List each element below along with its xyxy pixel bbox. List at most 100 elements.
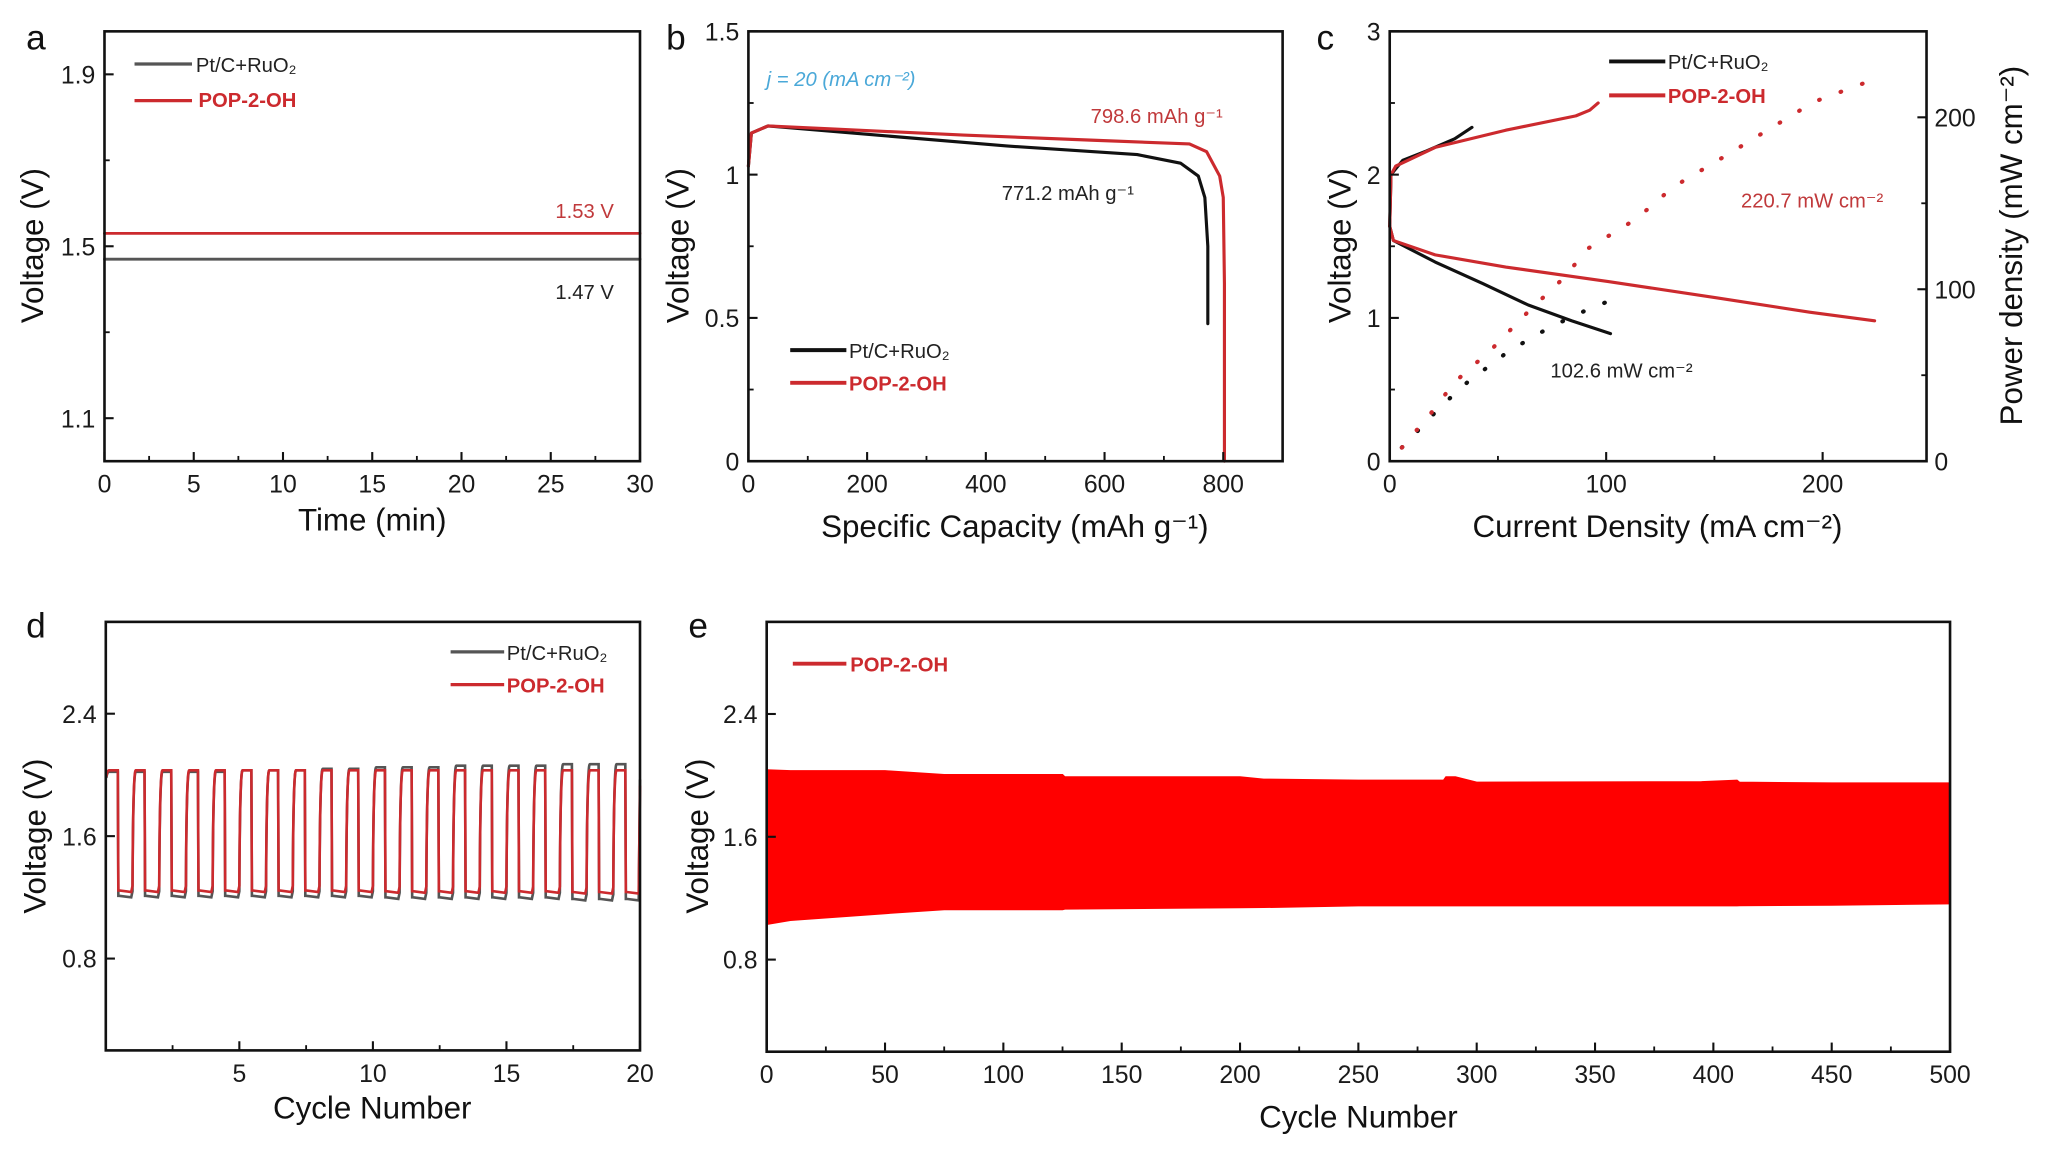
series-pt-c-ruo-discharge xyxy=(1388,224,1613,336)
panel-c-plot: 0 100 200 0 1 2 3 0 100 200 xyxy=(1367,19,1976,498)
series-pop-2-oh-charge xyxy=(1388,101,1600,228)
legend-label-pop-2-oh: POP-2-OH xyxy=(850,655,948,677)
panel-b-xtick-label: 600 xyxy=(1084,472,1125,499)
panel-c-legend: Pt/C+RuO₂ POP-2-OH xyxy=(1609,52,1769,108)
panel-b-ytick-label: 0.5 xyxy=(705,306,739,333)
panel-e-xtick-label: 500 xyxy=(1929,1062,1970,1089)
panel-b-plot: 0 200 400 600 800 0 0.5 1 1.5 xyxy=(705,19,1284,499)
panel-e-xtick-label: 200 xyxy=(1219,1062,1260,1089)
panel-b-legend: Pt/C+RuO₂ POP-2-OH xyxy=(790,341,950,396)
legend-label-pt-c-ruo2: Pt/C+RuO₂ xyxy=(507,643,608,665)
panel-e-xtick-label: 0 xyxy=(760,1062,774,1089)
panel-a-xtick-label: 5 xyxy=(187,472,201,499)
panel-a-xtick-label: 0 xyxy=(98,472,112,499)
panel-b-ytick-label: 1 xyxy=(725,163,739,190)
panel-e-ytick-label: 2.4 xyxy=(723,702,758,729)
panel-d-xlabel: Cycle Number xyxy=(273,1090,472,1125)
panel-e-xtick-label: 250 xyxy=(1338,1062,1379,1089)
panel-letter-a: a xyxy=(26,19,46,58)
annotation-1-47v: 1.47 V xyxy=(555,282,614,304)
annotation-220-7: 220.7 mW cm⁻² xyxy=(1741,191,1883,213)
panel-d-xtick-label: 5 xyxy=(232,1061,246,1088)
panel-e-ytick-label: 1.6 xyxy=(723,825,757,852)
panel-letter-d: d xyxy=(26,607,46,646)
panel-b-frame xyxy=(747,30,1284,463)
panel-e-ytick-label: 0.8 xyxy=(723,948,757,975)
panel-e-xtick-label: 150 xyxy=(1101,1062,1142,1089)
panel-d-ytick-label: 0.8 xyxy=(62,947,96,974)
annotation-798-6: 798.6 mAh g⁻¹ xyxy=(1091,106,1223,128)
panel-c-xlabel: Current Density (mA cm⁻²) xyxy=(1472,509,1842,544)
panel-c-ytick-label: 1 xyxy=(1367,306,1381,333)
panel-c-ytick-label: 0 xyxy=(1367,449,1381,476)
panel-a-xlabel: Time (min) xyxy=(298,502,447,537)
panel-a-frame xyxy=(103,30,642,463)
legend-label-pop-2-oh: POP-2-OH xyxy=(1668,86,1766,108)
panel-b-xlabel: Specific Capacity (mAh g⁻¹) xyxy=(821,509,1209,544)
panel-c-ylabel: Voltage (V) xyxy=(1323,168,1358,323)
panel-e-xtick-label: 300 xyxy=(1456,1062,1497,1089)
panel-b-ytick-label: 0 xyxy=(725,449,739,476)
legend-label-pt-c-ruo2: Pt/C+RuO₂ xyxy=(1668,52,1769,74)
panel-e-xtick-label: 350 xyxy=(1574,1062,1615,1089)
panel-c-xtick-label: 0 xyxy=(1383,472,1397,499)
series-pop-2-oh-band xyxy=(766,769,1951,926)
panel-e-ylabel: Voltage (V) xyxy=(680,759,715,914)
panel-e-xtick-label: 400 xyxy=(1693,1062,1734,1089)
panel-a-xtick-label: 30 xyxy=(626,472,654,499)
panel-c-ytick-label: 3 xyxy=(1367,19,1381,46)
series-pop-2-oh-line xyxy=(746,124,1227,463)
panel-c-ytick-label: 2 xyxy=(1367,163,1381,190)
panel-a-xtick-label: 20 xyxy=(448,472,476,499)
panel-letter-c: c xyxy=(1317,19,1335,58)
panel-d-plot: 5 10 15 20 0.8 1.6 2.4 xyxy=(62,620,654,1088)
panel-c-xtick-label: 100 xyxy=(1585,472,1626,499)
panel-letter-b: b xyxy=(666,19,686,58)
panel-e-xtick-label: 450 xyxy=(1811,1062,1852,1089)
panel-a-legend: Pt/C+RuO₂ POP-2-OH xyxy=(134,55,297,112)
annotation-1-53v: 1.53 V xyxy=(555,201,614,223)
series-pop-2-oh-power xyxy=(1399,80,1869,450)
panel-e-plot: 0 50 100 150 200 250 300 350 400 450 500 0.8 1.6 2.4 xyxy=(723,620,1971,1089)
legend-label-pop-2-oh: POP-2-OH xyxy=(849,374,947,396)
panel-b-xtick-label: 200 xyxy=(846,472,887,499)
panel-e-xtick-label: 50 xyxy=(871,1062,899,1089)
panel-d-ytick-label: 1.6 xyxy=(62,824,96,851)
series-pt-c-ruo-line xyxy=(746,124,1210,326)
legend-label-pt-c-ruo2: Pt/C+RuO₂ xyxy=(849,341,950,363)
panel-a-xtick-label: 10 xyxy=(269,472,297,499)
panel-b-xtick-label: 800 xyxy=(1203,472,1244,499)
panel-d-xtick-label: 15 xyxy=(493,1061,521,1088)
legend-label-pop-2-oh: POP-2-OH xyxy=(507,675,605,697)
panel-e-legend: POP-2-OH xyxy=(792,655,948,677)
panel-a-xtick-label: 15 xyxy=(358,472,386,499)
panel-c-xtick-label: 200 xyxy=(1802,472,1843,499)
panel-d-xtick-label: 10 xyxy=(359,1061,387,1088)
panel-b-xtick-label: 0 xyxy=(742,472,756,499)
panel-a-plot: 0 5 10 15 20 25 30 1.1 1.5 1.9 xyxy=(61,30,654,499)
panel-b-ylabel: Voltage (V) xyxy=(660,168,695,323)
panel-d-xtick-label: 20 xyxy=(626,1061,654,1088)
panel-c-y2tick-label: 0 xyxy=(1934,449,1948,476)
panel-a-ytick-label: 1.1 xyxy=(61,406,95,433)
panel-d-legend: Pt/C+RuO₂ POP-2-OH xyxy=(450,643,608,697)
panel-e-xtick-label: 100 xyxy=(983,1062,1024,1089)
panel-letter-e: e xyxy=(688,607,708,646)
panel-d-ylabel: Voltage (V) xyxy=(18,759,53,914)
annotation-102-6: 102.6 mW cm⁻² xyxy=(1550,361,1692,383)
panel-e-xlabel: Cycle Number xyxy=(1259,1099,1458,1134)
panel-b-ytick-label: 1.5 xyxy=(705,19,739,46)
panel-c-y2tick-label: 200 xyxy=(1934,105,1975,132)
panel-c-y2label: Power density (mW cm⁻²) xyxy=(1994,66,2029,426)
panel-a-xtick-label: 25 xyxy=(537,472,565,499)
panel-a-ytick-label: 1.9 xyxy=(61,62,95,89)
series-pop-2-oh-line xyxy=(105,769,642,896)
panel-c-y2tick-label: 100 xyxy=(1934,277,1975,304)
series-pop-2-oh-discharge xyxy=(1388,224,1877,323)
panel-b-xtick-label: 400 xyxy=(965,472,1006,499)
panel-d-ytick-label: 2.4 xyxy=(62,702,97,729)
panel-a-ytick-label: 1.5 xyxy=(61,234,95,261)
panel-a-ylabel: Voltage (V) xyxy=(15,168,50,323)
annotation-current-density: j = 20 (mA cm⁻²) xyxy=(764,69,916,91)
